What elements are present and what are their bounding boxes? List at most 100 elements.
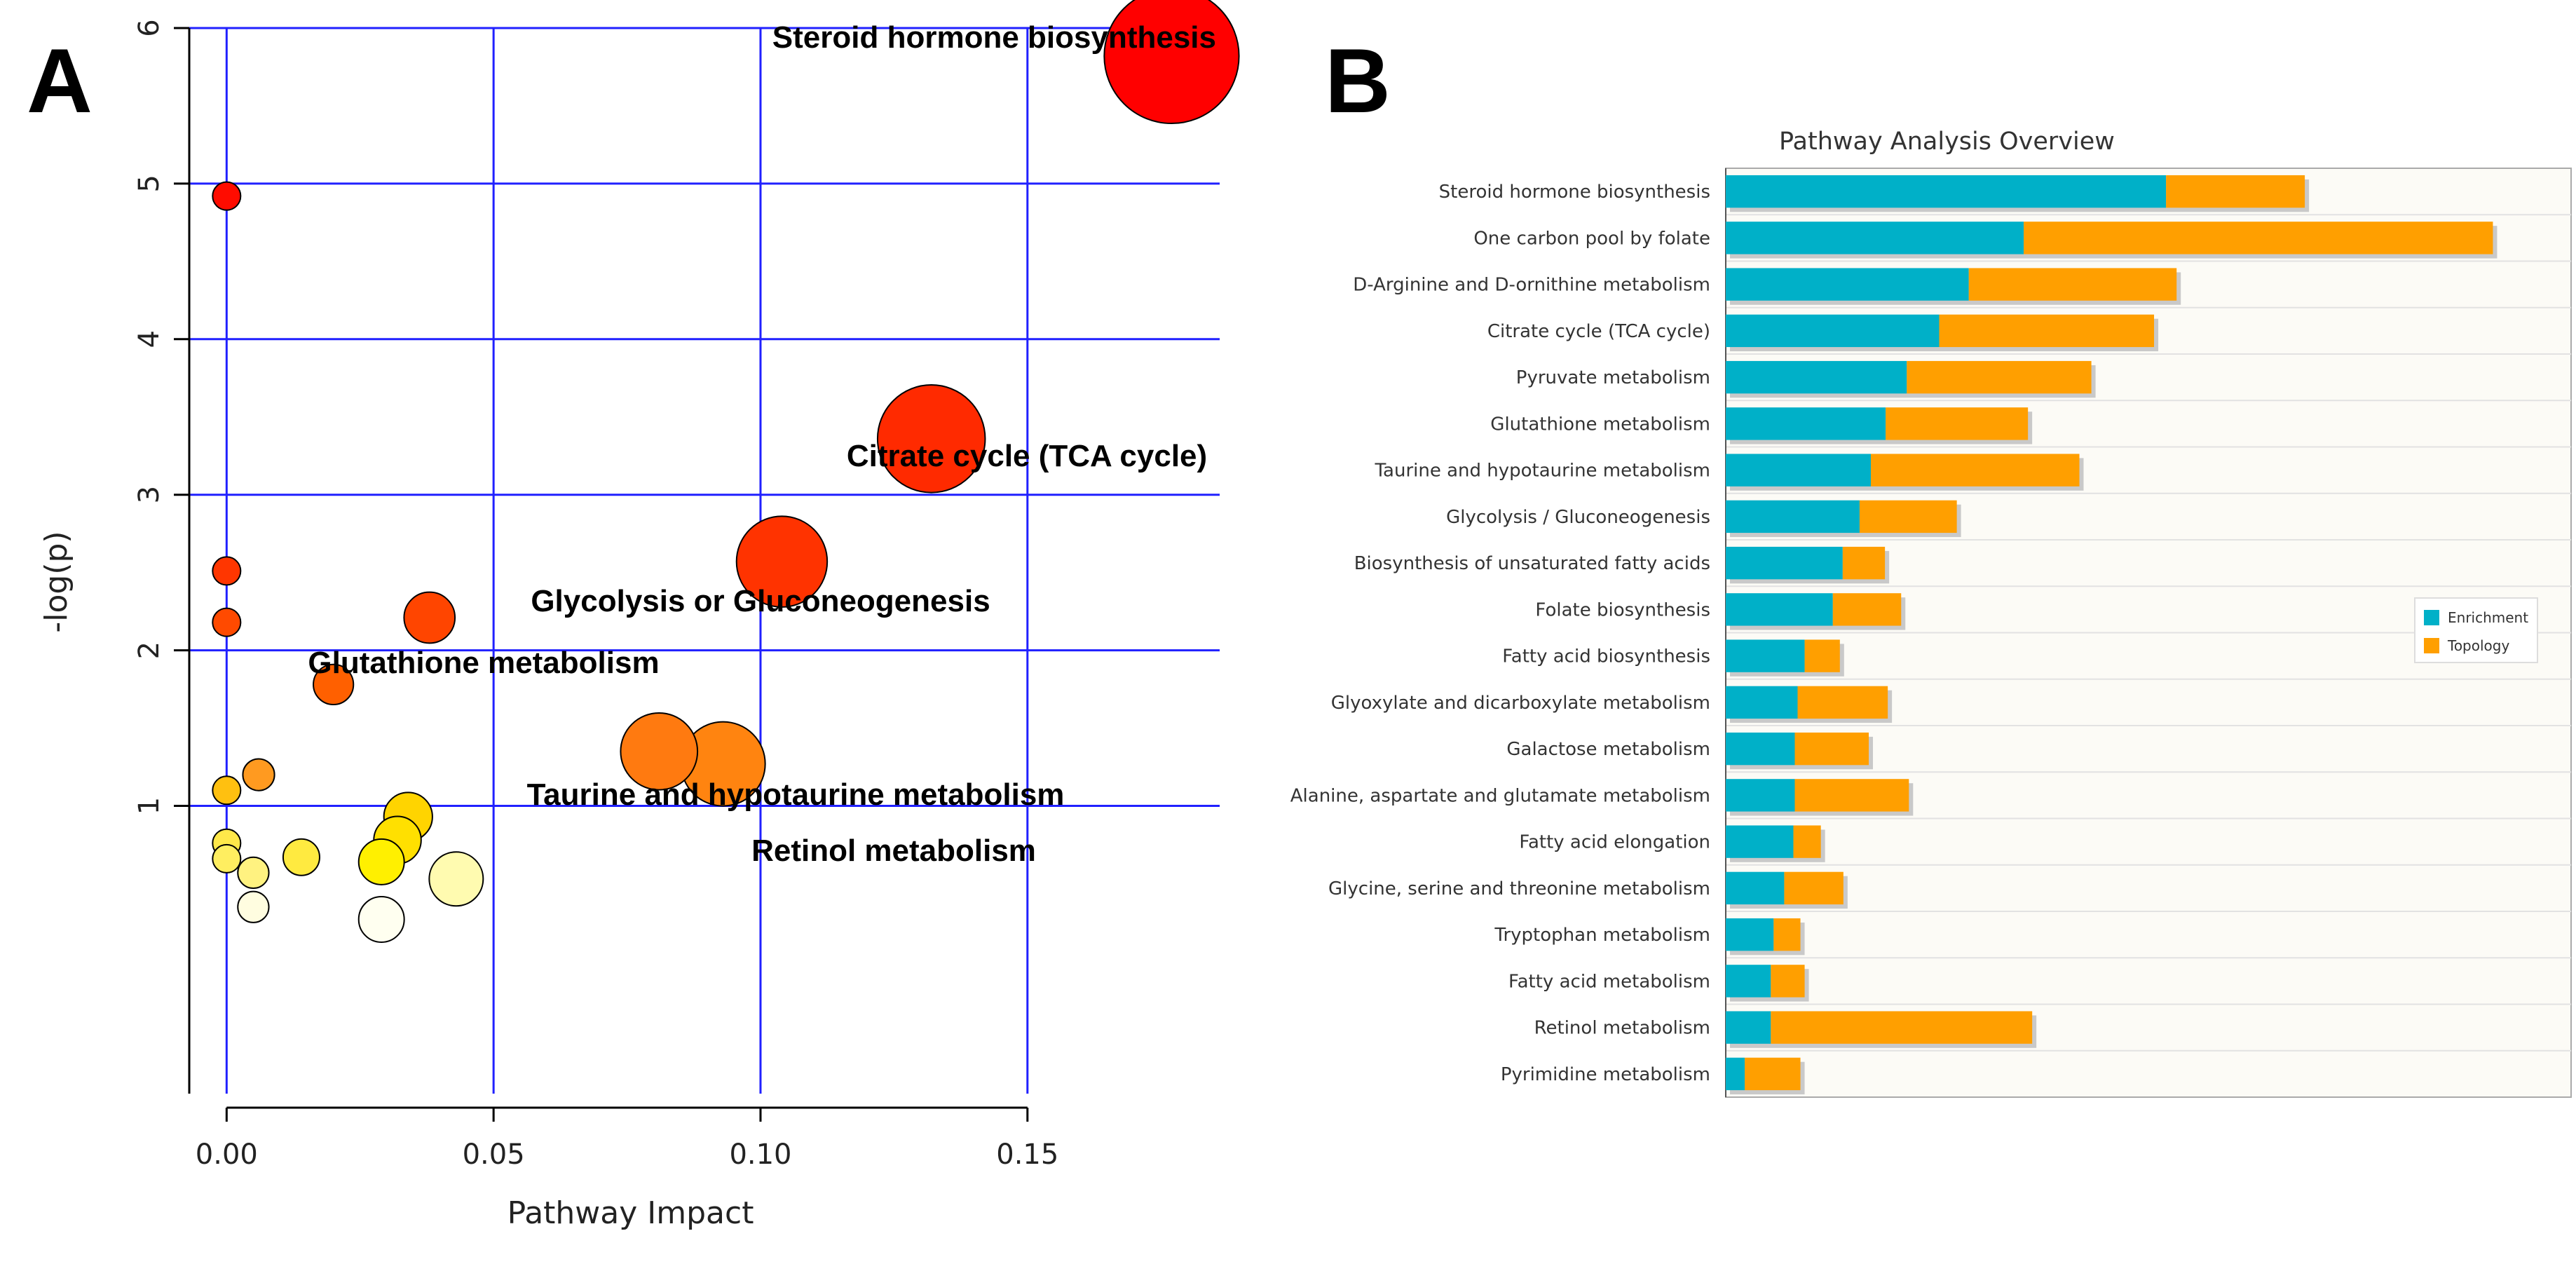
a-ytick-label-1: 2 <box>133 641 165 659</box>
b-bar-topology-0 <box>2166 175 2305 208</box>
panel-a-bubble-chart: A 0.00 0.05 0.10 0.15 1 2 3 4 5 6 Steroid hormone… <box>27 0 1240 1231</box>
b-category-label-7: Glycolysis / Gluconeogenesis <box>1446 507 1710 528</box>
b-bar-topology-5 <box>1886 407 2029 440</box>
b-category-label-5: Glutathione metabolism <box>1490 414 1710 435</box>
b-legend-label-1: Topology <box>2447 637 2509 654</box>
b-bar-topology-4 <box>1907 360 2092 394</box>
b-bar-enrichment-2 <box>1726 268 1969 301</box>
a-xtick-label-0: 0.00 <box>196 1139 258 1171</box>
b-bar-topology-16 <box>1773 918 1801 951</box>
a-bubble-label-4: Taurine and hypotaurine metabolism <box>527 777 1065 812</box>
b-bar-topology-13 <box>1794 779 1909 812</box>
b-bar-topology-18 <box>1771 1011 2033 1044</box>
b-bar-topology-7 <box>1859 500 1957 534</box>
b-bar-enrichment-5 <box>1726 407 1886 440</box>
b-category-labels: Steroid hormone biosynthesis One carbon p… <box>1290 182 1710 1085</box>
b-category-label-13: Alanine, aspartate and glutamate metabol… <box>1290 785 1710 806</box>
a-bubble-16 <box>212 843 242 874</box>
panel-a-letter: A <box>27 29 93 132</box>
a-bubble-label-0: Steroid hormone biosynthesis <box>772 20 1216 55</box>
b-category-label-16: Tryptophan metabolism <box>1494 925 1710 946</box>
b-category-label-18: Retinol metabolism <box>1534 1018 1710 1039</box>
a-bubble-17 <box>357 838 405 885</box>
b-bar-enrichment-6 <box>1726 454 1872 487</box>
b-bar-enrichment-7 <box>1726 500 1860 534</box>
a-bubble-7 <box>212 556 242 586</box>
b-category-label-19: Pyrimidine metabolism <box>1501 1064 1710 1085</box>
b-bar-enrichment-14 <box>1726 825 1794 858</box>
a-bubble-3 <box>403 591 456 644</box>
b-bar-enrichment-9 <box>1726 593 1833 626</box>
b-bar-enrichment-15 <box>1726 871 1785 905</box>
b-bar-enrichment-17 <box>1726 965 1771 998</box>
a-ytick-label-4: 5 <box>133 175 165 192</box>
b-bar-topology-6 <box>1871 454 2080 487</box>
b-bar-topology-11 <box>1797 686 1888 719</box>
a-bubble-6 <box>212 181 242 211</box>
b-legend: Enrichment Topology <box>2414 597 2538 663</box>
b-legend-label-0: Enrichment <box>2448 609 2528 626</box>
panel-b-bar-chart: B Pathway Analysis Overview Steroid horm… <box>1290 29 2572 1098</box>
a-xtick-label-2: 0.10 <box>729 1139 791 1171</box>
b-bar-topology-14 <box>1793 825 1821 858</box>
b-category-label-14: Fatty acid elongation <box>1519 832 1710 853</box>
b-chart-title: Pathway Analysis Overview <box>1779 128 2115 156</box>
b-bar-topology-1 <box>2024 222 2493 254</box>
a-bubble-2 <box>735 515 829 608</box>
a-bubble-4 <box>620 712 699 791</box>
a-bubble-labels: Steroid hormone biosynthesis Citrate cycl… <box>308 20 1216 868</box>
a-bubble-21 <box>357 896 405 943</box>
b-bar-topology-9 <box>1832 593 1902 626</box>
b-bar-topology-10 <box>1804 639 1840 672</box>
b-bar-enrichment-10 <box>1726 639 1805 672</box>
a-bubble-9 <box>313 663 355 706</box>
a-ytick-label-0: 1 <box>133 797 165 815</box>
a-bubble-18 <box>237 856 270 890</box>
a-bubbles <box>212 0 1240 943</box>
a-bubble-1 <box>876 384 986 494</box>
b-category-label-15: Glycine, serine and threonine metabolism <box>1328 878 1710 899</box>
a-ytick-label-3: 4 <box>133 330 165 348</box>
b-bar-topology-19 <box>1745 1057 1801 1091</box>
a-bubble-label-3: Glutathione metabolism <box>308 646 659 680</box>
panel-b-letter: B <box>1325 29 1391 132</box>
b-bar-enrichment-19 <box>1726 1057 1745 1091</box>
b-bar-enrichment-11 <box>1726 686 1798 719</box>
a-bubble-8 <box>212 607 242 637</box>
b-bar-topology-17 <box>1771 965 1805 998</box>
b-category-label-0: Steroid hormone biosynthesis <box>1439 182 1710 203</box>
b-bar-enrichment-13 <box>1726 779 1795 812</box>
b-category-label-8: Biosynthesis of unsaturated fatty acids <box>1354 553 1710 574</box>
b-category-label-17: Fatty acid metabolism <box>1508 971 1710 992</box>
a-bubble-label-5: Retinol metabolism <box>751 834 1036 868</box>
b-category-label-1: One carbon pool by folate <box>1473 228 1710 249</box>
b-bar-enrichment-18 <box>1726 1011 1771 1044</box>
a-ytick-label-5: 6 <box>133 19 165 36</box>
b-category-label-10: Fatty acid biosynthesis <box>1502 646 1710 667</box>
b-legend-swatch-0 <box>2424 610 2439 625</box>
a-y-axis-title: -log(p) <box>39 531 74 632</box>
a-ytick-label-2: 3 <box>133 486 165 503</box>
a-bubble-19 <box>428 851 484 907</box>
a-axis-ticks: 0.00 0.05 0.10 0.15 1 2 3 4 5 6 <box>133 19 1058 1171</box>
b-category-label-3: Citrate cycle (TCA cycle) <box>1487 321 1710 342</box>
b-bar-enrichment-16 <box>1726 918 1774 951</box>
b-category-label-2: D-Arginine and D-ornithine metabolism <box>1353 275 1710 296</box>
b-bar-enrichment-1 <box>1726 222 2024 254</box>
b-category-label-11: Glyoxylate and dicarboxylate metabolism <box>1331 693 1710 714</box>
b-category-label-9: Folate biosynthesis <box>1535 599 1710 620</box>
a-grid <box>189 27 1220 1094</box>
b-bar-enrichment-0 <box>1726 175 2167 208</box>
b-bar-enrichment-4 <box>1726 360 1907 394</box>
b-bar-topology-15 <box>1784 871 1844 905</box>
b-bar-topology-2 <box>1968 268 2177 301</box>
b-bar-enrichment-3 <box>1726 314 1940 348</box>
b-bar-topology-12 <box>1794 732 1869 766</box>
b-bar-enrichment-8 <box>1726 546 1843 580</box>
a-bubble-0 <box>1103 0 1240 125</box>
b-row-separators <box>1725 168 2571 1097</box>
b-category-label-4: Pyruvate metabolism <box>1516 367 1710 388</box>
a-x-axis-title: Pathway Impact <box>507 1195 754 1231</box>
b-bar-topology-3 <box>1939 314 2155 348</box>
